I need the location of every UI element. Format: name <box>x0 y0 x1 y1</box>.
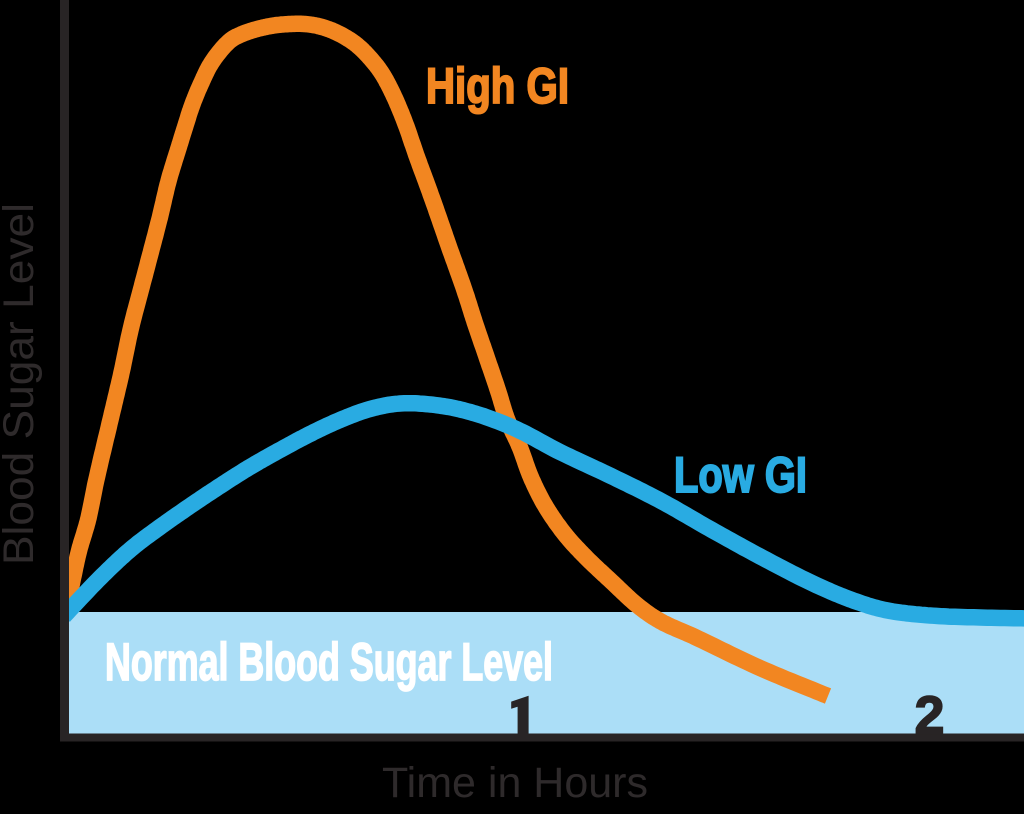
svg-text:Normal Blood Sugar Level: Normal Blood Sugar Level <box>105 633 553 692</box>
svg-text:2: 2 <box>914 686 944 746</box>
svg-text:High GI: High GI <box>426 58 569 114</box>
svg-text:Low GI: Low GI <box>674 447 807 503</box>
svg-text:Blood Sugar Level: Blood Sugar Level <box>0 203 43 565</box>
svg-text:Time in Hours: Time in Hours <box>382 759 648 807</box>
